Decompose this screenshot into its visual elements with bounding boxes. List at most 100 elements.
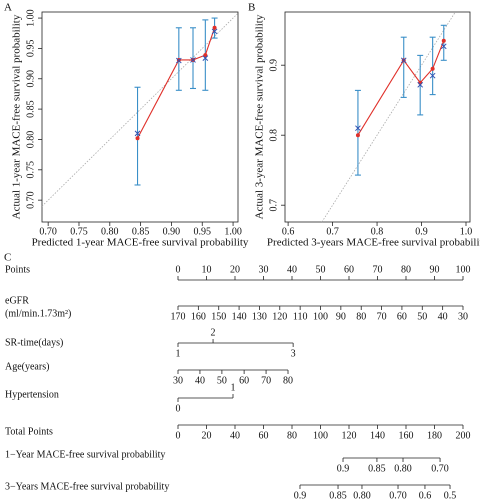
row-tick-label: 0.5 <box>444 490 457 500</box>
y-tick-label: 0.90 <box>25 70 36 88</box>
row-tick-label: 10 <box>202 264 212 275</box>
observed-point <box>441 38 446 43</box>
row-tick-label: 70 <box>377 311 387 322</box>
row-tick-label: 0 <box>176 430 181 441</box>
row-tick-label: 2 <box>211 327 216 338</box>
row-tick-label: 160 <box>191 311 206 322</box>
row-tick-label: 1 <box>231 382 236 393</box>
row-tick-label: 70 <box>373 264 383 275</box>
row-tick-label: 30 <box>173 375 183 386</box>
row-label: 1−Year MACE-free survival probability <box>5 449 165 460</box>
row-tick-label: 100 <box>313 430 328 441</box>
y-axis-label: Actual 1-year MACE-free survival probabi… <box>11 14 23 219</box>
error-bar <box>440 24 447 61</box>
panel-label: C <box>4 252 11 264</box>
y-tick-label: 0.80 <box>25 131 36 149</box>
row-tick-label: 0.80 <box>353 490 371 500</box>
x-tick-label: 0.7 <box>326 226 339 237</box>
row-tick-label: 0 <box>176 403 181 414</box>
row-tick-label: 0.80 <box>394 463 412 474</box>
error-bar <box>354 89 361 176</box>
row-label: Total Points <box>5 426 53 437</box>
row-tick-label: 50 <box>316 264 326 275</box>
row-tick-label: 170 <box>171 311 186 322</box>
calibration-line <box>137 27 216 139</box>
row-tick-label: 40 <box>195 375 205 386</box>
corrected-point <box>440 43 447 50</box>
y-tick-label: 0.8 <box>268 129 279 142</box>
row-tick-label: 80 <box>283 375 293 386</box>
corrected-point <box>134 130 141 137</box>
y-axis-label: Actual 3-year MACE-free survival probabi… <box>254 14 266 219</box>
row-tick-label: 20 <box>202 430 212 441</box>
x-axis-label: Predicted 3-years MACE-free survival pro… <box>267 237 480 249</box>
row-label: Age(years) <box>5 361 49 372</box>
row-tick-label: 60 <box>239 375 249 386</box>
ideal-line <box>321 11 456 223</box>
observed-point <box>135 136 140 141</box>
row-tick-label: 1 <box>176 348 181 359</box>
y-tick-label: 0.70 <box>25 191 36 209</box>
row-tick-label: 70 <box>261 375 271 386</box>
observed-point <box>430 66 435 71</box>
x-tick-label: 0.90 <box>163 226 181 237</box>
error-bar <box>134 86 141 186</box>
x-tick-label: 0.85 <box>132 226 150 237</box>
x-tick-label: 0.70 <box>39 226 57 237</box>
plot-frame <box>284 11 471 223</box>
row-tick-label: 0.6 <box>419 490 432 500</box>
ideal-line <box>41 12 239 207</box>
x-tick-label: 0.75 <box>70 226 88 237</box>
corrected-point <box>202 55 209 61</box>
corrected-point <box>417 81 424 88</box>
row-tick-label: 200 <box>456 430 471 441</box>
row-tick-label: 80 <box>401 264 411 275</box>
y-tick-label: 1.00 <box>25 9 36 27</box>
corrected-point <box>429 72 436 79</box>
row-tick-label: 0.9 <box>337 463 350 474</box>
row-tick-label: 60 <box>259 430 269 441</box>
error-bar <box>400 36 407 98</box>
row-tick-label: 130 <box>252 311 267 322</box>
row-tick-label: 20 <box>230 264 240 275</box>
row-tick-label: 0.9 <box>294 490 307 500</box>
row-tick-label: 140 <box>232 311 247 322</box>
row-tick-label: 100 <box>313 311 328 322</box>
observed-point <box>355 133 360 138</box>
x-tick-label: 0.80 <box>101 226 119 237</box>
plot-frame <box>41 11 239 223</box>
observed-point <box>212 25 217 30</box>
row-tick-label: 110 <box>293 311 308 322</box>
row-label: 3−Years MACE-free survival probability <box>5 481 169 492</box>
y-tick-label: 0.75 <box>25 161 36 179</box>
y-tick-label: 0.7 <box>268 199 279 212</box>
row-label: Hypertension <box>5 389 59 400</box>
corrected-point <box>211 28 218 35</box>
row-tick-label: 180 <box>427 430 442 441</box>
row-label: eGFR <box>5 295 29 306</box>
corrected-point <box>400 57 407 64</box>
row-tick-label: 40 <box>438 311 448 322</box>
row-sublabel: (ml/min.1.73m²) <box>5 308 71 319</box>
x-tick-label: 0.9 <box>415 226 428 237</box>
y-tick-label: 0.9 <box>268 59 279 72</box>
row-tick-label: 0.85 <box>329 490 347 500</box>
row-tick-label: 30 <box>458 311 468 322</box>
row-tick-label: 90 <box>430 264 440 275</box>
row-tick-label: 140 <box>370 430 385 441</box>
x-tick-label: 1.00 <box>224 226 242 237</box>
row-tick-label: 160 <box>399 430 414 441</box>
error-bar <box>429 36 436 96</box>
row-tick-label: 0.70 <box>389 490 407 500</box>
x-tick-label: 1.0 <box>460 226 473 237</box>
x-axis-label: Predicted 1-year MACE-free survival prob… <box>32 237 249 249</box>
row-tick-label: 90 <box>336 311 346 322</box>
x-tick-label: 0.95 <box>194 226 212 237</box>
row-tick-label: 80 <box>356 311 366 322</box>
row-tick-label: 150 <box>211 311 226 322</box>
row-tick-label: 120 <box>272 311 287 322</box>
calibration-line <box>357 40 445 136</box>
row-tick-label: 30 <box>259 264 269 275</box>
row-tick-label: 80 <box>287 430 297 441</box>
